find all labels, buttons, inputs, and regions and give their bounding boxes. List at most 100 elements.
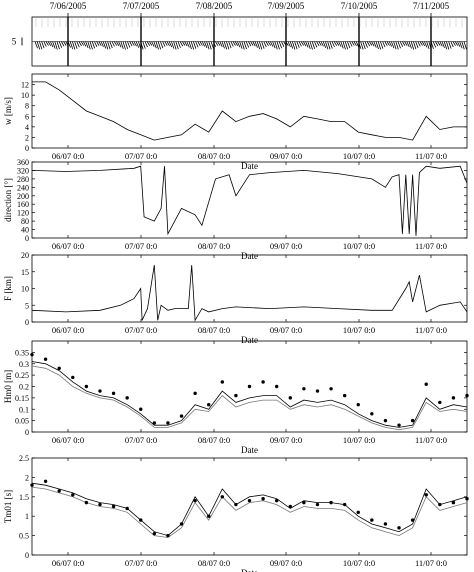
wind-barb bbox=[435, 41, 439, 47]
y-tick-label: 0.25 bbox=[15, 371, 29, 380]
data-point bbox=[451, 500, 456, 505]
wind-barb bbox=[402, 41, 406, 46]
wind-barb bbox=[155, 41, 159, 50]
x-tick-label: 09/07 0:0 bbox=[270, 435, 302, 445]
data-point bbox=[71, 493, 75, 497]
wind-barb bbox=[463, 41, 467, 50]
data-point bbox=[179, 522, 184, 526]
wind-barb bbox=[250, 41, 254, 46]
wind-barb bbox=[358, 41, 362, 49]
wind-barb bbox=[366, 41, 371, 47]
wind-barb bbox=[386, 41, 390, 46]
wind-barb bbox=[173, 41, 177, 50]
x-tick-label: 11/07 0:0 bbox=[415, 558, 447, 568]
data-point bbox=[315, 502, 320, 507]
y-tick-label: 0.35 bbox=[15, 348, 29, 357]
wind-barb bbox=[162, 41, 166, 47]
wind-barb bbox=[272, 41, 276, 49]
wind-barb bbox=[100, 41, 104, 48]
y-tick-label: 40 bbox=[21, 226, 29, 235]
wind-barb bbox=[168, 41, 173, 48]
data-point bbox=[288, 396, 292, 400]
y-tick-label: 10 bbox=[21, 285, 29, 294]
wind-barb bbox=[362, 41, 366, 50]
wind-barb bbox=[78, 41, 82, 47]
data-point bbox=[139, 407, 143, 411]
wind-barb bbox=[45, 41, 49, 46]
y-tick-label: 320 bbox=[17, 166, 29, 175]
wind-barb bbox=[109, 41, 113, 49]
x-tick-label: 10/07 0:0 bbox=[343, 151, 375, 161]
wind-barb bbox=[426, 41, 430, 50]
scale-label: 5 bbox=[12, 37, 17, 47]
plot-frame bbox=[31, 73, 468, 149]
wind-barb bbox=[309, 41, 313, 50]
y-axis-label: F [km] bbox=[3, 276, 13, 301]
wind-barb bbox=[336, 41, 340, 46]
wind-barb bbox=[446, 41, 450, 50]
wind-barb bbox=[67, 41, 71, 48]
top-date-label: 7/06/2005 bbox=[50, 1, 87, 11]
wind-barb bbox=[142, 41, 146, 49]
wind-barb bbox=[65, 41, 69, 47]
wind-barb bbox=[369, 41, 373, 46]
wind-barb bbox=[303, 41, 307, 47]
plot-frame bbox=[31, 254, 468, 323]
wind-barb bbox=[43, 41, 47, 47]
y-tick-label: 0 bbox=[25, 144, 29, 153]
y-axis-label: Tm01 [s] bbox=[3, 490, 13, 523]
wind-barb bbox=[91, 41, 96, 49]
data-point bbox=[302, 387, 306, 391]
wind-barb bbox=[124, 41, 129, 50]
data-point bbox=[410, 418, 415, 423]
wind-barb bbox=[210, 41, 214, 49]
wind-barb bbox=[52, 41, 56, 49]
wind-barb bbox=[122, 41, 126, 50]
wind-barb bbox=[351, 41, 355, 46]
wind-barb bbox=[85, 41, 89, 49]
wind-barb bbox=[195, 41, 199, 48]
data-point bbox=[424, 382, 428, 386]
wind-barb bbox=[221, 41, 225, 49]
wind-barb bbox=[58, 41, 63, 48]
wind-barb bbox=[327, 41, 331, 50]
wind-barb bbox=[375, 41, 379, 50]
wind-barb bbox=[448, 41, 452, 49]
wind-barb bbox=[135, 41, 140, 48]
x-tick-label: 07/07 0:0 bbox=[125, 558, 157, 568]
wind-barb bbox=[406, 41, 410, 48]
wind-barb bbox=[287, 41, 291, 48]
top-date-label: 7/08/2005 bbox=[196, 1, 233, 11]
data-point bbox=[424, 493, 428, 497]
wind-barb bbox=[234, 41, 239, 47]
data-point bbox=[125, 506, 129, 511]
wind-barb bbox=[316, 41, 320, 47]
data-point bbox=[43, 357, 48, 361]
wind-barb bbox=[96, 41, 100, 46]
wind-barb bbox=[325, 41, 329, 50]
x-tick-label: 08/07 0:0 bbox=[198, 151, 230, 161]
top-date-label: 7/09/2005 bbox=[268, 1, 305, 11]
wind-barb bbox=[237, 41, 241, 48]
data-point bbox=[220, 380, 225, 384]
y-tick-label: 240 bbox=[17, 183, 29, 192]
data-point bbox=[247, 498, 252, 503]
data-point bbox=[288, 504, 292, 509]
wind-barb bbox=[439, 41, 443, 47]
x-tick-label: 09/07 0:0 bbox=[270, 325, 302, 335]
y-axis-label: direction [°] bbox=[3, 178, 13, 222]
wind-barb bbox=[120, 41, 124, 49]
wind-barb bbox=[87, 41, 91, 50]
wind-barb bbox=[377, 41, 382, 50]
top-date-label: 7/11/2005 bbox=[413, 1, 450, 11]
y-tick-label: 5 bbox=[25, 301, 29, 310]
wind-barb bbox=[333, 41, 338, 46]
wind-barb bbox=[63, 41, 67, 46]
wind-barb bbox=[54, 41, 58, 50]
data-point bbox=[315, 389, 320, 393]
x-tick-label: 11/07 0:0 bbox=[415, 241, 447, 251]
x-tick-label: 06/07 0:0 bbox=[52, 325, 84, 335]
wind-barb bbox=[36, 41, 41, 50]
y-tick-label: 2.5 bbox=[19, 454, 29, 463]
data-point bbox=[57, 366, 61, 370]
